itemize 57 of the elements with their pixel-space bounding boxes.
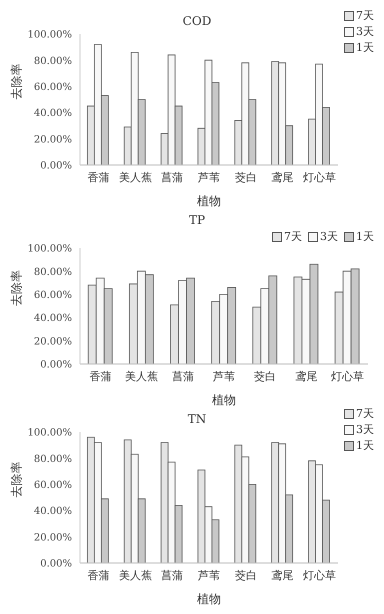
y-axis-title: 去除率 [9, 462, 24, 498]
x-tick-label: 美人蕉 [118, 568, 152, 582]
legend-label: 7天 [284, 229, 302, 244]
legend-label: 1天 [356, 438, 374, 453]
y-axis-title: 去除率 [9, 270, 24, 306]
x-tick-label: 鸢尾 [295, 370, 318, 383]
x-axis-title: 植物 [212, 393, 236, 407]
y-tick-label: 20.00% [34, 336, 72, 348]
y-tick-label: 100.00% [28, 244, 72, 255]
y-tick-label: 80.00% [34, 454, 72, 465]
legend-label: 1天 [356, 40, 374, 55]
y-tick-label: 0.00% [40, 160, 72, 172]
y-tick-label: 100.00% [28, 428, 72, 439]
legend-label: 7天 [356, 8, 374, 23]
x-axis-title: 植物 [197, 592, 221, 606]
x-tick-label: 菖蒲 [161, 170, 184, 184]
y-tick-label: 100.00% [28, 30, 72, 41]
x-tick-label: 芦苇 [198, 568, 220, 582]
x-tick-label: 芦苇 [198, 170, 220, 184]
x-tick-label: 茭白 [234, 568, 257, 582]
x-tick-label: 茭白 [254, 370, 276, 383]
legend-label: 3天 [356, 422, 374, 437]
x-axis-title: 植物 [197, 194, 221, 208]
x-tick-label: 灯心草 [330, 370, 364, 383]
y-tick-label: 60.00% [34, 480, 72, 491]
chart-title: TN [186, 412, 208, 426]
chart-title: TP [188, 213, 206, 227]
x-tick-label: 菖蒲 [172, 370, 194, 383]
legend-label: 1天 [356, 229, 374, 244]
x-tick-label: 菖蒲 [161, 568, 184, 582]
x-tick-label: 灯心草 [303, 568, 336, 582]
x-tick-label: 美人蕉 [125, 370, 158, 383]
y-tick-label: 20.00% [34, 134, 72, 146]
legend-label: 7天 [356, 406, 374, 421]
chart-title: COD [182, 14, 212, 28]
x-tick-label: 鸢尾 [272, 170, 294, 184]
y-axis-title: 去除率 [9, 64, 24, 100]
x-tick-label: 美人蕉 [118, 170, 152, 184]
legend-label: 3天 [356, 24, 374, 39]
legend-label: 3天 [320, 229, 338, 244]
y-tick-label: 80.00% [34, 56, 72, 67]
y-tick-label: 80.00% [34, 266, 72, 278]
x-tick-label: 鸢尾 [272, 568, 294, 582]
x-tick-label: 灯心草 [303, 170, 336, 184]
y-tick-label: 0.00% [40, 360, 72, 371]
x-tick-label: 香蒲 [87, 170, 110, 184]
y-tick-label: 60.00% [34, 82, 72, 93]
x-tick-label: 香蒲 [87, 568, 110, 582]
y-tick-label: 0.00% [40, 558, 72, 570]
y-tick-label: 20.00% [34, 532, 72, 544]
y-tick-label: 60.00% [34, 290, 72, 301]
y-tick-label: 40.00% [34, 313, 72, 324]
x-tick-label: 香蒲 [90, 370, 112, 383]
y-tick-label: 40.00% [34, 108, 72, 120]
x-tick-label: 芦苇 [213, 370, 235, 383]
y-tick-label: 40.00% [34, 506, 72, 518]
x-tick-label: 茭白 [234, 170, 257, 184]
